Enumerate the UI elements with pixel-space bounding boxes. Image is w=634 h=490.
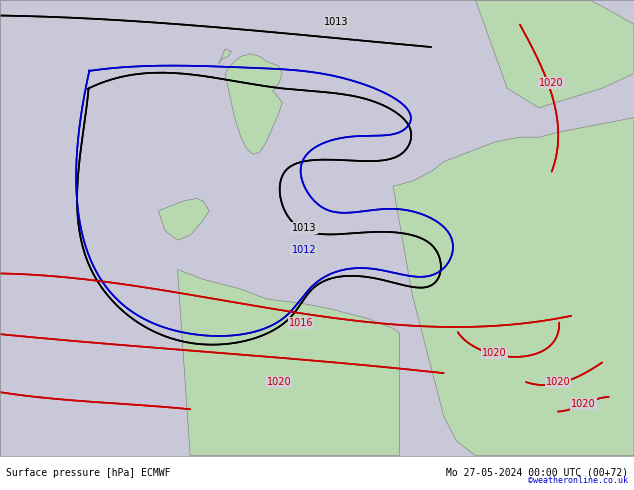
Text: Mo 27-05-2024 00:00 UTC (00+72): Mo 27-05-2024 00:00 UTC (00+72) (446, 468, 628, 478)
Text: 1013: 1013 (292, 223, 316, 233)
Text: 1020: 1020 (540, 78, 564, 88)
Polygon shape (158, 198, 209, 240)
Polygon shape (225, 54, 282, 154)
Text: 1020: 1020 (267, 377, 291, 387)
Text: 1020: 1020 (546, 377, 570, 387)
Text: 1013: 1013 (324, 17, 348, 27)
Text: 1012: 1012 (292, 245, 316, 255)
Text: Surface pressure [hPa] ECMWF: Surface pressure [hPa] ECMWF (6, 468, 171, 478)
Text: 1013: 1013 (324, 17, 348, 27)
Bar (0, 456, 634, 490)
Text: ©weatheronline.co.uk: ©weatheronline.co.uk (527, 476, 628, 485)
Text: 1020: 1020 (267, 377, 291, 387)
Polygon shape (219, 49, 231, 64)
Polygon shape (476, 0, 634, 108)
Polygon shape (178, 270, 399, 456)
Text: 1020: 1020 (571, 399, 595, 409)
Text: 1020: 1020 (540, 78, 564, 88)
Text: 1016: 1016 (289, 318, 313, 328)
Polygon shape (393, 118, 634, 456)
Text: 1020: 1020 (571, 399, 595, 409)
Text: 1020: 1020 (482, 348, 507, 358)
Text: 1013: 1013 (292, 223, 316, 233)
Text: 1012: 1012 (292, 245, 316, 255)
Text: 1020: 1020 (546, 377, 570, 387)
Text: 1016: 1016 (289, 318, 313, 328)
Text: 1020: 1020 (482, 348, 507, 358)
